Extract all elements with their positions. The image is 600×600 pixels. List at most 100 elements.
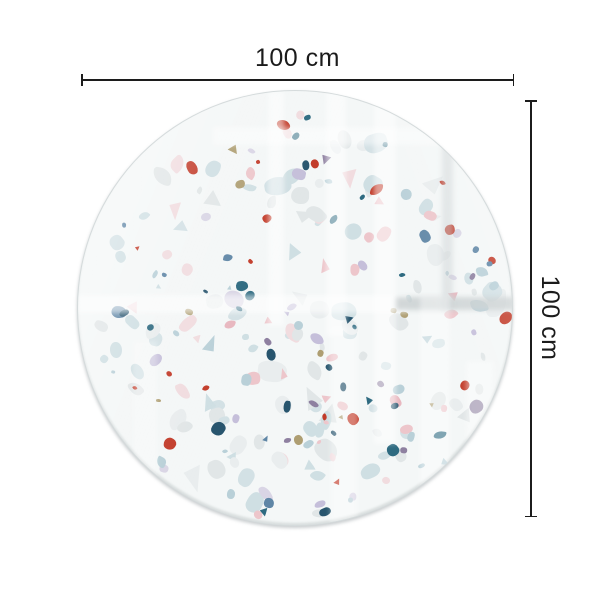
- terrazzo-chip: [286, 240, 302, 262]
- terrazzo-chip: [183, 464, 208, 494]
- terrazzo-chip: [137, 209, 152, 224]
- terrazzo-chip: [485, 260, 493, 267]
- terrazzo-chip: [184, 159, 200, 177]
- terrazzo-chip: [262, 316, 273, 328]
- terrazzo-chip: [328, 214, 340, 224]
- dimension-tick-top: [524, 100, 537, 102]
- terrazzo-chip: [309, 157, 321, 170]
- terrazzo-chip: [348, 497, 354, 504]
- terrazzo-chip: [324, 178, 334, 186]
- terrazzo-chip: [263, 337, 273, 347]
- terrazzo-chip: [243, 165, 259, 181]
- terrazzo-chip: [350, 263, 361, 276]
- terrazzo-chip: [391, 382, 406, 396]
- terrazzo-chip: [155, 398, 162, 402]
- terrazzo-chip: [114, 250, 128, 265]
- terrazzo-chip: [358, 192, 366, 201]
- terrazzo-chip: [264, 347, 277, 362]
- terrazzo-chip: [109, 341, 123, 359]
- terrazzo-chip: [333, 477, 342, 486]
- terrazzo-chip: [283, 437, 292, 444]
- terrazzo-chip: [302, 160, 310, 171]
- terrazzo-pattern: [78, 91, 512, 525]
- terrazzo-chip: [303, 359, 326, 382]
- terrazzo-chip: [282, 400, 292, 414]
- height-dimension-line: [524, 100, 537, 517]
- terrazzo-chip: [357, 350, 369, 363]
- terrazzo-chip: [471, 288, 478, 296]
- terrazzo-chip: [192, 334, 202, 344]
- terrazzo-chip: [204, 456, 229, 482]
- terrazzo-chip: [475, 265, 489, 278]
- terrazzo-chip: [294, 320, 304, 331]
- terrazzo-chip: [247, 147, 256, 156]
- terrazzo-chip: [171, 329, 181, 338]
- terrazzo-chip: [111, 369, 117, 374]
- terrazzo-chip: [380, 361, 392, 372]
- terrazzo-chip: [235, 465, 259, 490]
- terrazzo-chip: [400, 446, 408, 454]
- terrazzo-chip: [446, 395, 465, 414]
- terrazzo-chip: [291, 187, 310, 205]
- terrazzo-chip: [121, 222, 126, 228]
- terrazzo-chip: [202, 288, 209, 294]
- terrazzo-chip: [381, 476, 392, 486]
- terrazzo-chip: [373, 195, 385, 208]
- dimension-tick-right: [512, 73, 514, 86]
- terrazzo-chip: [150, 270, 160, 280]
- terrazzo-chip: [431, 337, 447, 350]
- terrazzo-chip: [134, 244, 141, 251]
- terrazzo-chip: [128, 361, 147, 382]
- terrazzo-chip: [202, 157, 224, 180]
- terrazzo-chip: [400, 188, 413, 201]
- terrazzo-chip: [440, 405, 448, 413]
- terrazzo-chip: [376, 378, 386, 389]
- terrazzo-chip: [310, 434, 342, 465]
- terrazzo-chip: [307, 298, 331, 321]
- terrazzo-chip: [342, 220, 365, 243]
- terrazzo-chip: [324, 363, 334, 373]
- terrazzo-chip: [228, 145, 238, 156]
- terrazzo-chip: [261, 212, 274, 225]
- terrazzo-chip: [200, 211, 212, 223]
- terrazzo-chip: [247, 258, 253, 265]
- terrazzo-chip: [404, 294, 413, 304]
- terrazzo-chip: [321, 392, 333, 404]
- terrazzo-chip: [255, 159, 261, 165]
- height-dimension-label: 100 cm: [535, 275, 564, 361]
- terrazzo-chip: [417, 462, 426, 469]
- terrazzo-chip: [357, 460, 382, 482]
- terrazzo-chip: [98, 353, 110, 366]
- terrazzo-chip: [92, 318, 110, 335]
- terrazzo-chip: [159, 247, 174, 261]
- terrazzo-chip: [374, 223, 394, 244]
- terrazzo-chip: [234, 279, 249, 292]
- terrazzo-chip: [372, 427, 384, 439]
- terrazzo-chip: [161, 272, 168, 278]
- terrazzo-chip: [447, 287, 461, 302]
- terrazzo-chip: [330, 430, 338, 438]
- terrazzo-chip: [201, 333, 221, 355]
- terrazzo-chip: [221, 253, 233, 263]
- terrazzo-chip: [165, 369, 174, 378]
- terrazzo-chip: [171, 220, 188, 237]
- terrazzo-chip: [439, 178, 446, 186]
- terrazzo-chip: [228, 455, 242, 470]
- terrazzo-chip: [243, 288, 258, 303]
- terrazzo-chip: [370, 184, 384, 196]
- terrazzo-chip: [222, 447, 229, 455]
- terrazzo-chip: [314, 178, 325, 189]
- terrazzo-chip: [398, 271, 406, 279]
- terrazzo-chip: [266, 195, 277, 208]
- terrazzo-chip: [226, 433, 251, 459]
- terrazzo-chip: [286, 301, 298, 314]
- terrazzo-chip: [318, 506, 333, 518]
- terrazzo-chip: [318, 258, 330, 274]
- terrazzo-chip: [412, 279, 424, 295]
- terrazzo-chip: [426, 243, 446, 268]
- dimension-tick-bottom: [524, 515, 537, 517]
- terrazzo-chip: [458, 379, 471, 392]
- terrazzo-chip: [474, 383, 484, 395]
- terrazzo-chip: [176, 313, 200, 335]
